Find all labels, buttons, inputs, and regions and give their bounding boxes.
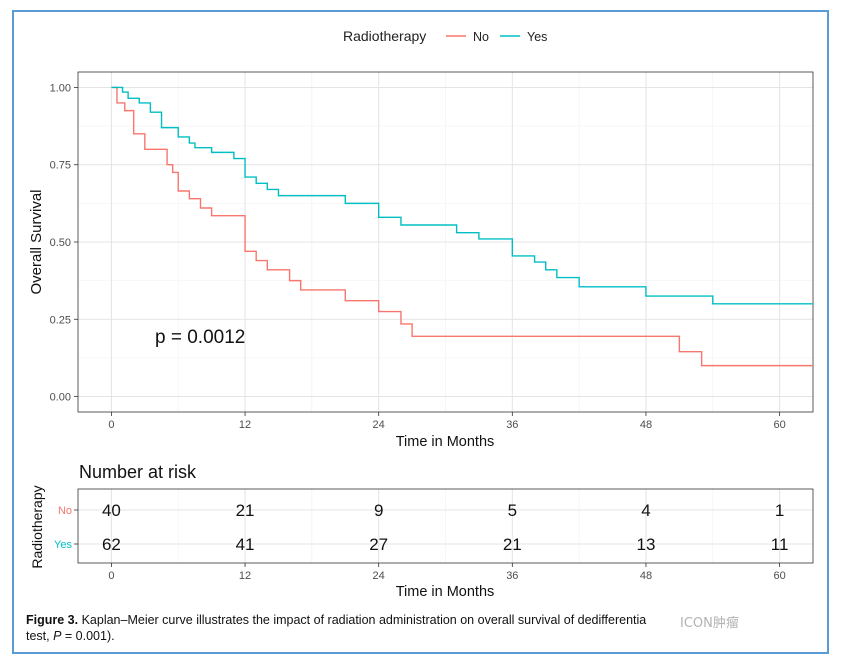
risk-count: 21 — [236, 501, 255, 520]
risk-count: 11 — [771, 535, 789, 554]
y-tick-label: 0.00 — [50, 392, 71, 404]
risk-table-xlabel: Time in Months — [396, 584, 495, 600]
risk-x-tick-label: 12 — [239, 570, 251, 582]
y-tick-label: 0.50 — [50, 237, 71, 249]
x-tick-label: 24 — [373, 419, 385, 431]
plot-panel: 0 12 24 36 48 60 0.00 0.25 0.50 0.75 1.00 — [50, 71, 814, 431]
x-tick-label: 36 — [506, 419, 518, 431]
caption-text-2: test, — [26, 629, 54, 643]
risk-count: 21 — [503, 535, 522, 554]
km-chart: Radiotherapy No Yes 0 12 24 36 48 600.000.250… — [28, 28, 814, 600]
risk-row-label-no: No — [58, 505, 72, 517]
watermark-logo: ICON肿瘤 — [680, 616, 739, 631]
y-tick-label: 0.75 — [50, 160, 71, 172]
x-tick-label: 0 — [108, 419, 114, 431]
x-axis-title: Time in Months — [396, 434, 495, 450]
risk-x-tick-label: 24 — [373, 570, 385, 582]
risk-count: 41 — [236, 535, 255, 554]
risk-table-title: Number at risk — [79, 462, 197, 482]
figure-caption: Figure 3. Kaplan–Meier curve illustrates… — [26, 612, 826, 644]
risk-table-border — [77, 488, 814, 564]
legend-label-yes: Yes — [527, 30, 547, 44]
risk-x-tick-label: 60 — [773, 570, 785, 582]
legend: Radiotherapy No Yes — [343, 28, 547, 44]
x-tick-label: 60 — [773, 419, 785, 431]
caption-label: Figure 3. — [26, 613, 79, 627]
p-value-annotation: p = 0.0012 — [155, 327, 245, 348]
risk-count: 13 — [636, 535, 655, 554]
caption-text: Kaplan–Meier curve illustrates the impac… — [81, 613, 647, 627]
y-axis-title: Overall Survival — [28, 189, 45, 294]
legend-label-no: No — [473, 30, 489, 44]
risk-count: 40 — [102, 501, 121, 520]
risk-count: 5 — [508, 501, 517, 520]
x-tick-label: 12 — [239, 419, 251, 431]
risk-x-tick-label: 48 — [640, 570, 652, 582]
figure-frame — [12, 10, 829, 654]
risk-count: 27 — [369, 535, 388, 554]
y-tick-label: 0.25 — [50, 314, 71, 326]
risk-x-tick-label: 36 — [506, 570, 518, 582]
risk-count: 4 — [641, 501, 650, 520]
km-curve-no — [111, 86, 813, 367]
risk-count: 9 — [374, 501, 383, 520]
risk-count: 1 — [775, 501, 784, 520]
risk-x-tick-label: 0 — [108, 570, 114, 582]
km-curve-yes — [111, 86, 813, 305]
caption-text-3: = 0.001). — [61, 629, 115, 643]
risk-count: 62 — [102, 535, 121, 554]
x-tick-label: 48 — [640, 419, 652, 431]
risk-table-ylabel: Radiotherapy — [29, 485, 45, 568]
legend-title: Radiotherapy — [343, 28, 426, 44]
caption-p-variable: P — [53, 629, 62, 643]
y-tick-label: 1.00 — [50, 82, 71, 94]
risk-row-label-yes: Yes — [54, 539, 72, 551]
